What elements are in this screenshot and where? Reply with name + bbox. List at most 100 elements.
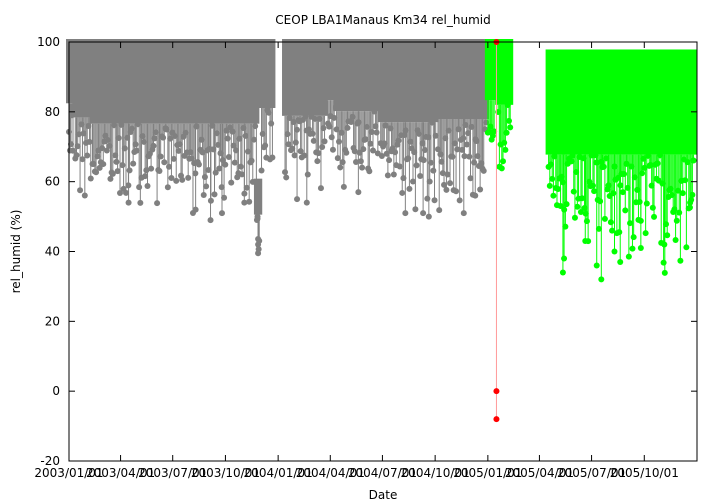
data-point bbox=[367, 140, 374, 147]
data-point bbox=[211, 191, 218, 198]
data-point bbox=[203, 183, 210, 190]
data-point bbox=[491, 128, 498, 135]
data-point bbox=[283, 174, 290, 181]
data-point bbox=[166, 163, 173, 170]
data-point bbox=[630, 234, 637, 241]
data-point bbox=[550, 192, 557, 199]
data-point bbox=[310, 137, 317, 144]
data-point bbox=[493, 416, 500, 423]
series-0-segment-2 bbox=[89, 39, 260, 224]
data-point bbox=[173, 177, 180, 184]
data-point bbox=[294, 196, 301, 203]
data-point bbox=[115, 135, 122, 142]
data-point bbox=[661, 241, 668, 248]
data-point bbox=[355, 189, 362, 196]
data-point bbox=[339, 159, 346, 166]
y-axis-label: rel_humid (%) bbox=[9, 210, 23, 294]
data-point bbox=[619, 189, 626, 196]
data-point bbox=[161, 159, 168, 166]
data-point bbox=[170, 155, 177, 162]
data-point bbox=[268, 120, 275, 127]
data-point bbox=[424, 195, 431, 202]
series-0-segment-5 bbox=[282, 39, 328, 206]
data-point bbox=[683, 244, 690, 251]
series-1-core-band bbox=[545, 49, 697, 155]
data-point bbox=[401, 132, 408, 139]
data-point bbox=[467, 175, 474, 182]
data-point bbox=[84, 152, 91, 159]
data-point bbox=[113, 158, 120, 165]
data-point bbox=[192, 206, 199, 213]
data-point bbox=[291, 152, 298, 159]
series-0-core-band bbox=[253, 178, 263, 215]
data-point bbox=[420, 157, 427, 164]
data-point bbox=[334, 155, 341, 162]
data-point bbox=[79, 156, 86, 163]
data-point bbox=[107, 175, 114, 182]
data-point bbox=[460, 135, 467, 142]
data-point bbox=[201, 173, 208, 180]
data-point bbox=[225, 153, 232, 160]
data-layer bbox=[66, 39, 697, 423]
data-point bbox=[654, 160, 661, 167]
data-point bbox=[156, 167, 163, 174]
data-point bbox=[689, 191, 696, 198]
data-point bbox=[77, 187, 84, 194]
data-point bbox=[179, 176, 186, 183]
data-point bbox=[331, 114, 338, 121]
data-point bbox=[677, 257, 684, 264]
data-point bbox=[87, 175, 94, 182]
data-point bbox=[506, 117, 513, 124]
data-point bbox=[243, 184, 250, 191]
data-point bbox=[559, 269, 566, 276]
data-point bbox=[472, 192, 479, 199]
data-point bbox=[221, 194, 228, 201]
data-point bbox=[100, 161, 107, 168]
y-tick-label: 40 bbox=[45, 245, 60, 259]
data-point bbox=[241, 199, 248, 206]
data-point bbox=[690, 157, 697, 164]
data-point bbox=[546, 182, 553, 189]
data-point bbox=[321, 138, 328, 145]
data-point bbox=[498, 165, 505, 172]
data-point bbox=[160, 134, 167, 141]
data-point bbox=[122, 189, 129, 196]
data-point bbox=[477, 186, 484, 193]
data-point bbox=[427, 159, 434, 166]
data-point bbox=[228, 179, 235, 186]
data-point bbox=[150, 142, 157, 149]
y-tick-label: 80 bbox=[45, 105, 60, 119]
data-point bbox=[643, 200, 650, 207]
data-point bbox=[639, 170, 646, 177]
data-point bbox=[289, 145, 296, 152]
data-point bbox=[73, 152, 80, 159]
data-point bbox=[436, 207, 443, 214]
data-point bbox=[142, 173, 149, 180]
data-point bbox=[74, 143, 81, 150]
data-point bbox=[301, 152, 308, 159]
data-point bbox=[621, 170, 628, 177]
data-point bbox=[413, 162, 420, 169]
x-tick-label: 2004/01/01 bbox=[244, 466, 313, 480]
data-point bbox=[309, 130, 316, 137]
data-point bbox=[284, 131, 291, 138]
data-point bbox=[412, 206, 419, 213]
data-point bbox=[399, 189, 406, 196]
data-point bbox=[629, 245, 636, 252]
data-point bbox=[579, 195, 586, 202]
data-point bbox=[426, 178, 433, 185]
data-point bbox=[218, 210, 225, 217]
x-tick-label: 2005/07/01 bbox=[557, 466, 626, 480]
data-point bbox=[258, 167, 265, 174]
data-point bbox=[121, 145, 128, 152]
data-point bbox=[353, 158, 360, 165]
data-point bbox=[637, 245, 644, 252]
data-point bbox=[420, 210, 427, 217]
data-point bbox=[568, 158, 575, 165]
data-point bbox=[622, 207, 629, 214]
data-point bbox=[133, 147, 140, 154]
data-point bbox=[381, 140, 388, 147]
data-point bbox=[348, 118, 355, 125]
data-point bbox=[224, 135, 231, 142]
data-point bbox=[207, 217, 214, 224]
